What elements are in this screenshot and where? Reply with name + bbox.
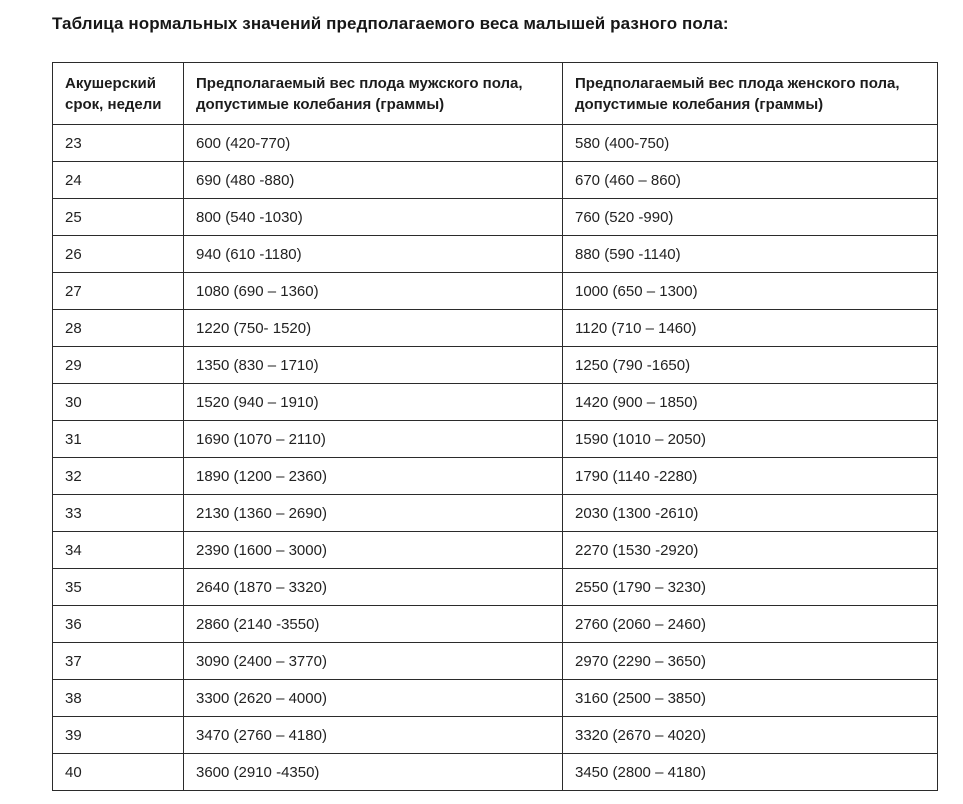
- cell-female-weight: 1000 (650 – 1300): [562, 272, 938, 310]
- table-row: 39 3470 (2760 – 4180) 3320 (2670 – 4020): [52, 716, 938, 754]
- cell-week: 38: [52, 679, 184, 717]
- cell-female-weight: 1420 (900 – 1850): [562, 383, 938, 421]
- cell-male-weight: 1080 (690 – 1360): [183, 272, 563, 310]
- cell-week: 27: [52, 272, 184, 310]
- cell-male-weight: 690 (480 -880): [183, 161, 563, 199]
- column-header-female-weight: Предполагаемый вес плода женского пола, …: [562, 62, 938, 125]
- cell-male-weight: 3470 (2760 – 4180): [183, 716, 563, 754]
- cell-week: 34: [52, 531, 184, 569]
- cell-female-weight: 2030 (1300 -2610): [562, 494, 938, 532]
- cell-male-weight: 1520 (940 – 1910): [183, 383, 563, 421]
- cell-female-weight: 2270 (1530 -2920): [562, 531, 938, 569]
- cell-week: 28: [52, 309, 184, 347]
- cell-male-weight: 1890 (1200 – 2360): [183, 457, 563, 495]
- cell-male-weight: 800 (540 -1030): [183, 198, 563, 236]
- cell-male-weight: 600 (420-770): [183, 124, 563, 162]
- table-row: 27 1080 (690 – 1360) 1000 (650 – 1300): [52, 272, 938, 310]
- cell-male-weight: 2130 (1360 – 2690): [183, 494, 563, 532]
- cell-week: 31: [52, 420, 184, 458]
- table-row: 33 2130 (1360 – 2690) 2030 (1300 -2610): [52, 494, 938, 532]
- cell-female-weight: 880 (590 -1140): [562, 235, 938, 273]
- cell-female-weight: 2760 (2060 – 2460): [562, 605, 938, 643]
- table-row: 24 690 (480 -880) 670 (460 – 860): [52, 161, 938, 199]
- cell-week: 36: [52, 605, 184, 643]
- cell-male-weight: 1690 (1070 – 2110): [183, 420, 563, 458]
- cell-female-weight: 580 (400-750): [562, 124, 938, 162]
- cell-male-weight: 1220 (750- 1520): [183, 309, 563, 347]
- table-header-row: Акушерский срок, недели Предполагаемый в…: [52, 62, 938, 125]
- cell-female-weight: 670 (460 – 860): [562, 161, 938, 199]
- cell-week: 39: [52, 716, 184, 754]
- table-row: 26 940 (610 -1180) 880 (590 -1140): [52, 235, 938, 273]
- cell-week: 32: [52, 457, 184, 495]
- table-row: 32 1890 (1200 – 2360) 1790 (1140 -2280): [52, 457, 938, 495]
- column-header-week: Акушерский срок, недели: [52, 62, 184, 125]
- table-row: 37 3090 (2400 – 3770) 2970 (2290 – 3650): [52, 642, 938, 680]
- cell-male-weight: 2640 (1870 – 3320): [183, 568, 563, 606]
- cell-male-weight: 3600 (2910 -4350): [183, 753, 563, 791]
- cell-week: 24: [52, 161, 184, 199]
- cell-female-weight: 1790 (1140 -2280): [562, 457, 938, 495]
- table-row: 30 1520 (940 – 1910) 1420 (900 – 1850): [52, 383, 938, 421]
- table-body: 23 600 (420-770) 580 (400-750) 24 690 (4…: [52, 124, 938, 791]
- cell-male-weight: 2860 (2140 -3550): [183, 605, 563, 643]
- cell-female-weight: 3160 (2500 – 3850): [562, 679, 938, 717]
- table-row: 36 2860 (2140 -3550) 2760 (2060 – 2460): [52, 605, 938, 643]
- cell-female-weight: 1120 (710 – 1460): [562, 309, 938, 347]
- cell-male-weight: 3090 (2400 – 3770): [183, 642, 563, 680]
- table-row: 23 600 (420-770) 580 (400-750): [52, 124, 938, 162]
- table-row: 31 1690 (1070 – 2110) 1590 (1010 – 2050): [52, 420, 938, 458]
- table-row: 40 3600 (2910 -4350) 3450 (2800 – 4180): [52, 753, 938, 791]
- fetal-weight-table: Акушерский срок, недели Предполагаемый в…: [52, 62, 938, 791]
- cell-week: 33: [52, 494, 184, 532]
- cell-male-weight: 940 (610 -1180): [183, 235, 563, 273]
- cell-week: 30: [52, 383, 184, 421]
- table-row: 25 800 (540 -1030) 760 (520 -990): [52, 198, 938, 236]
- cell-week: 23: [52, 124, 184, 162]
- page-title: Таблица нормальных значений предполагаем…: [52, 14, 729, 33]
- column-header-male-weight: Предполагаемый вес плода мужского пола, …: [183, 62, 563, 125]
- cell-female-weight: 2970 (2290 – 3650): [562, 642, 938, 680]
- cell-week: 40: [52, 753, 184, 791]
- table-row: 29 1350 (830 – 1710) 1250 (790 -1650): [52, 346, 938, 384]
- cell-female-weight: 2550 (1790 – 3230): [562, 568, 938, 606]
- cell-female-weight: 3450 (2800 – 4180): [562, 753, 938, 791]
- cell-week: 26: [52, 235, 184, 273]
- cell-female-weight: 1590 (1010 – 2050): [562, 420, 938, 458]
- cell-male-weight: 1350 (830 – 1710): [183, 346, 563, 384]
- table-row: 38 3300 (2620 – 4000) 3160 (2500 – 3850): [52, 679, 938, 717]
- cell-week: 35: [52, 568, 184, 606]
- cell-week: 25: [52, 198, 184, 236]
- cell-female-weight: 760 (520 -990): [562, 198, 938, 236]
- cell-week: 29: [52, 346, 184, 384]
- table-row: 28 1220 (750- 1520) 1120 (710 – 1460): [52, 309, 938, 347]
- table-row: 35 2640 (1870 – 3320) 2550 (1790 – 3230): [52, 568, 938, 606]
- cell-male-weight: 3300 (2620 – 4000): [183, 679, 563, 717]
- table-row: 34 2390 (1600 – 3000) 2270 (1530 -2920): [52, 531, 938, 569]
- cell-female-weight: 3320 (2670 – 4020): [562, 716, 938, 754]
- cell-male-weight: 2390 (1600 – 3000): [183, 531, 563, 569]
- cell-week: 37: [52, 642, 184, 680]
- cell-female-weight: 1250 (790 -1650): [562, 346, 938, 384]
